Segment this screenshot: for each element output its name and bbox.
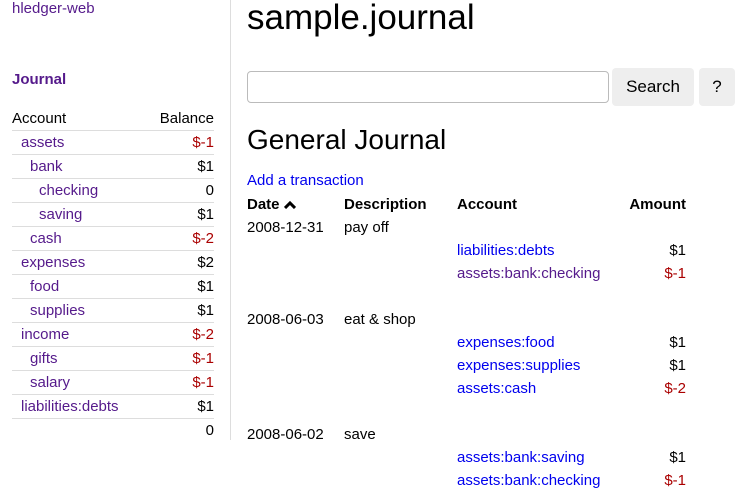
chevron-up-icon [283, 200, 296, 210]
posting-amount: $1 [669, 449, 686, 466]
date-column-header[interactable]: Date [247, 193, 344, 216]
page-title: sample.journal [247, 0, 475, 37]
balance-table: Account Balance assets $-1 bank $1 checking 0 s… [12, 107, 214, 442]
date-header-label: Date [247, 196, 280, 213]
account-column-header: Account [457, 196, 517, 213]
balance-header: Balance [145, 107, 214, 131]
account-balance: $-1 [145, 346, 214, 371]
transaction-row: 2008-06-03 eat & shop [247, 308, 686, 331]
posting-row: assets:cash $-2 [247, 377, 686, 400]
transaction-date: 2008-06-02 [247, 426, 324, 443]
posting-amount: $-2 [664, 380, 686, 397]
account-balance: $1 [145, 394, 214, 419]
posting-account-link[interactable]: assets:bank:checking [457, 265, 601, 282]
account-balance: $1 [145, 298, 214, 323]
posting-amount: $-1 [664, 265, 686, 282]
account-balance: $-2 [145, 322, 214, 347]
add-transaction-link[interactable]: Add a transaction [247, 172, 364, 189]
account-link[interactable]: cash [30, 230, 62, 247]
posting-account-link[interactable]: liabilities:debts [457, 242, 555, 259]
balance-row: cash $-2 [12, 226, 214, 251]
balance-row: liabilities:debts $1 [12, 394, 214, 419]
account-link[interactable]: saving [39, 206, 83, 223]
transaction-description: eat & shop [344, 311, 416, 328]
posting-account-link[interactable]: expenses:supplies [457, 357, 581, 374]
account-balance: $-2 [145, 226, 214, 251]
posting-row: assets:bank:checking $-1 [247, 262, 686, 285]
account-link[interactable]: food [30, 278, 60, 295]
posting-account-link[interactable]: assets:bank:saving [457, 449, 585, 466]
account-balance: $1 [145, 202, 214, 227]
balance-row: salary $-1 [12, 370, 214, 395]
balance-row: bank $1 [12, 154, 214, 179]
amount-column-header: Amount [629, 196, 686, 213]
account-link[interactable]: gifts [30, 350, 58, 367]
account-balance: $1 [145, 154, 214, 179]
account-balance: $-1 [145, 370, 214, 395]
transaction-row: 2008-12-31 pay off [247, 216, 686, 239]
search-input[interactable] [247, 71, 609, 103]
posting-row: liabilities:debts $1 [247, 239, 686, 262]
posting-amount: $1 [669, 242, 686, 259]
posting-amount: $1 [669, 357, 686, 374]
transaction-date: 2008-12-31 [247, 219, 324, 236]
account-link[interactable]: expenses [21, 254, 86, 271]
transaction-description: save [344, 426, 376, 443]
balance-row: income $-2 [12, 322, 214, 347]
total-balance: 0 [145, 418, 214, 442]
help-button[interactable]: ? [699, 68, 735, 106]
posting-amount: $1 [669, 334, 686, 351]
account-balance: $-1 [145, 130, 214, 155]
balance-row: checking 0 [12, 178, 214, 203]
account-link[interactable]: income [21, 326, 70, 343]
posting-row: assets:bank:saving $1 [247, 446, 686, 469]
transaction-row: 2008-06-02 save [247, 423, 686, 446]
account-link[interactable]: assets [21, 134, 65, 151]
transaction-date: 2008-06-03 [247, 311, 324, 328]
description-column-header: Description [344, 196, 427, 213]
account-link[interactable]: liabilities:debts [21, 398, 119, 415]
account-link[interactable]: checking [39, 182, 99, 199]
account-balance: 0 [145, 178, 214, 203]
posting-account-link[interactable]: assets:cash [457, 380, 537, 397]
posting-row: expenses:food $1 [247, 331, 686, 354]
journal-table: Date Description Account Amount 2008-12-… [247, 193, 686, 492]
account-link[interactable]: supplies [30, 302, 86, 319]
account-balance: $1 [145, 274, 214, 299]
posting-account-link[interactable]: expenses:food [457, 334, 555, 351]
posting-row: expenses:supplies $1 [247, 354, 686, 377]
search-button[interactable]: Search [612, 68, 694, 106]
transaction-description: pay off [344, 219, 389, 236]
account-link[interactable]: bank [30, 158, 63, 175]
balance-row: food $1 [12, 274, 214, 299]
journal-link[interactable]: Journal [12, 71, 67, 88]
brand-link[interactable]: hledger-web [12, 0, 95, 17]
balance-row: gifts $-1 [12, 346, 214, 371]
sidebar: hledger-web Journal Account Balance asset… [0, 0, 231, 442]
balance-row: supplies $1 [12, 298, 214, 323]
total-row: 0 [12, 418, 214, 442]
balance-row: saving $1 [12, 202, 214, 227]
balance-row: expenses $2 [12, 250, 214, 275]
account-link[interactable]: salary [30, 374, 71, 391]
account-balance: $2 [145, 250, 214, 275]
balance-row: assets $-1 [12, 130, 214, 155]
journal-title: General Journal [247, 124, 447, 155]
account-header: Account [12, 107, 146, 131]
